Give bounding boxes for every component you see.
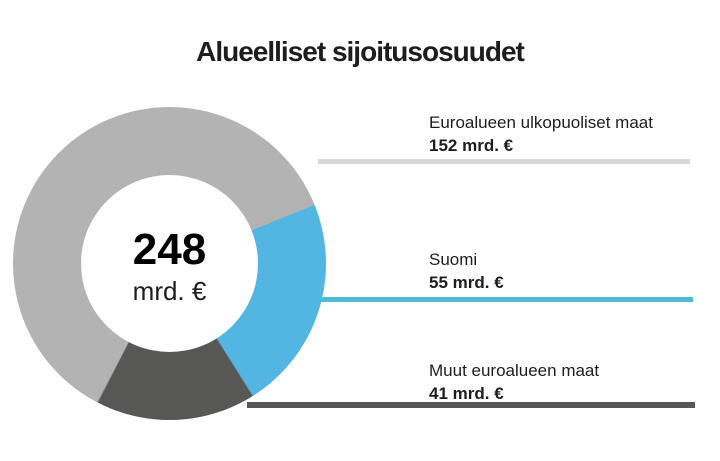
legend-item-label: Suomi — [429, 250, 478, 269]
legend-item-value: 55 mrd. € — [429, 273, 504, 292]
legend-leader-line-finland — [321, 297, 693, 302]
donut-center-unit: mrd. € — [132, 275, 207, 306]
legend-item-other-euro-area: Muut euroalueen maat 41 mrd. € — [429, 360, 599, 404]
legend-leader-line-other-euro-area — [247, 402, 695, 408]
donut-hole: 248 mrd. € — [81, 175, 258, 352]
legend-item-label: Muut euroalueen maat — [429, 361, 600, 380]
chart-title: Alueelliset sijoitusosuudet — [196, 36, 525, 67]
legend-item-label: Euroalueen ulkopuoliset maat — [429, 113, 653, 132]
legend-item-outside-euro-area: Euroalueen ulkopuoliset maat 152 mrd. € — [429, 112, 653, 156]
donut-chart: 248 mrd. € — [13, 107, 326, 420]
legend-item-finland: Suomi 55 mrd. € — [429, 249, 504, 293]
legend-leader-line-outside-euro-area — [318, 159, 690, 164]
legend-item-value: 152 mrd. € — [429, 136, 514, 155]
donut-center-total: 248 — [132, 224, 207, 274]
legend-item-value: 41 mrd. € — [429, 384, 504, 403]
